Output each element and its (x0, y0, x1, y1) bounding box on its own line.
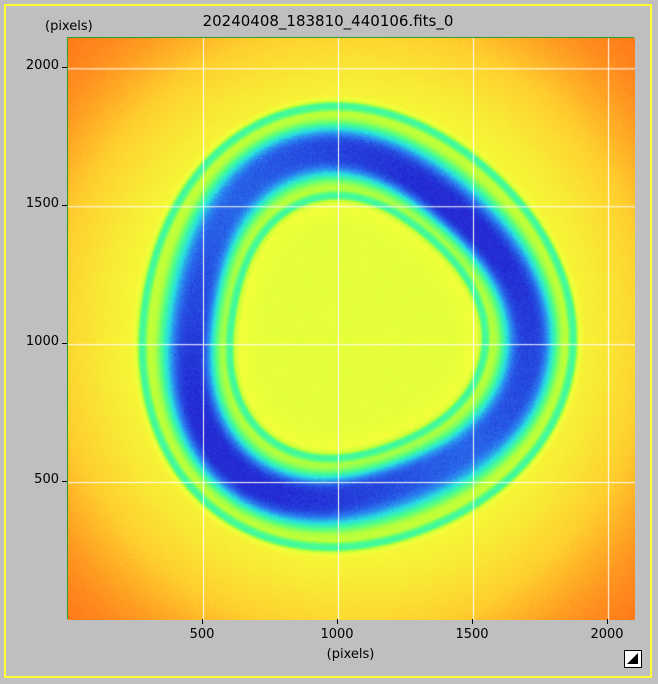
x-tick (607, 619, 608, 624)
figure-frame: 20240408_183810_440106.fits_0 (pixels) (… (4, 4, 652, 678)
y-tick (62, 67, 67, 68)
y-axis-label: (pixels) (45, 19, 93, 34)
y-tick-label: 2000 (26, 58, 59, 73)
x-tick-label: 1500 (452, 627, 492, 642)
y-tick (62, 343, 67, 344)
x-axis-label: (pixels) (67, 647, 634, 662)
y-tick (62, 205, 67, 206)
x-tick-label: 2000 (587, 627, 627, 642)
x-tick-label: 1000 (317, 627, 357, 642)
y-tick-label: 1000 (26, 334, 59, 349)
y-tick (62, 481, 67, 482)
y-tick-label: 500 (34, 472, 59, 487)
heatmap-canvas (68, 38, 635, 620)
x-tick (337, 619, 338, 624)
y-tick-label: 1500 (26, 196, 59, 211)
x-tick (202, 619, 203, 624)
x-tick-label: 500 (182, 627, 222, 642)
plot-title: 20240408_183810_440106.fits_0 (6, 12, 650, 30)
resize-grip-icon[interactable] (624, 650, 642, 668)
heatmap-plot[interactable] (67, 37, 634, 619)
x-tick (472, 619, 473, 624)
